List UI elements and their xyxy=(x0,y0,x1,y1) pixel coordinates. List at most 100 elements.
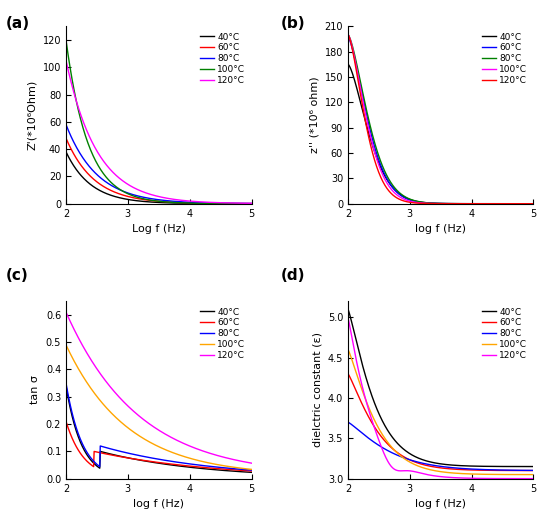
Line: 100°C: 100°C xyxy=(66,40,270,204)
120°C xyxy=(492,476,499,482)
Line: 60°C: 60°C xyxy=(348,37,550,204)
40°C xyxy=(87,181,94,188)
60°C xyxy=(191,200,197,206)
120°C xyxy=(426,472,432,478)
Y-axis label: dielctric constant (ε): dielctric constant (ε) xyxy=(312,332,322,448)
120°C xyxy=(369,150,376,156)
80°C xyxy=(144,195,150,201)
60°C xyxy=(191,463,197,470)
120°C xyxy=(473,475,480,481)
120°C xyxy=(63,309,69,315)
60°C xyxy=(129,195,136,201)
60°C xyxy=(144,197,150,203)
60°C xyxy=(129,456,136,462)
120°C xyxy=(493,476,499,482)
100°C xyxy=(129,193,136,199)
80°C xyxy=(426,461,432,468)
Line: 120°C: 120°C xyxy=(348,317,550,479)
40°C xyxy=(345,306,351,312)
40°C xyxy=(129,456,136,462)
120°C xyxy=(129,407,136,413)
120°C xyxy=(63,57,69,64)
60°C xyxy=(411,459,418,465)
80°C xyxy=(549,200,550,207)
60°C xyxy=(426,200,432,206)
Line: 120°C: 120°C xyxy=(348,35,550,204)
Line: 80°C: 80°C xyxy=(66,125,270,204)
100°C xyxy=(210,461,217,467)
100°C xyxy=(144,196,150,203)
120°C xyxy=(267,463,273,469)
80°C xyxy=(492,467,499,473)
120°C xyxy=(345,314,351,320)
100°C xyxy=(191,457,197,463)
80°C xyxy=(144,454,150,460)
120°C xyxy=(369,419,376,425)
40°C xyxy=(492,463,499,470)
40°C xyxy=(369,143,376,149)
60°C xyxy=(210,200,217,207)
60°C xyxy=(492,200,499,207)
100°C xyxy=(129,428,136,434)
Line: 100°C: 100°C xyxy=(348,350,550,474)
100°C xyxy=(267,200,273,207)
100°C xyxy=(549,200,550,207)
100°C xyxy=(345,32,351,38)
Line: 40°C: 40°C xyxy=(66,152,270,204)
120°C xyxy=(144,190,150,196)
40°C xyxy=(493,200,499,207)
60°C xyxy=(411,198,418,205)
60°C xyxy=(63,418,69,424)
120°C xyxy=(144,419,150,425)
120°C xyxy=(411,200,418,206)
120°C xyxy=(492,200,499,207)
100°C xyxy=(492,471,499,478)
80°C xyxy=(267,468,273,474)
80°C xyxy=(493,467,499,473)
Text: (c): (c) xyxy=(6,268,28,284)
X-axis label: Log f (Hz): Log f (Hz) xyxy=(132,224,186,234)
40°C xyxy=(210,200,217,207)
80°C xyxy=(473,466,480,472)
40°C xyxy=(492,200,499,207)
80°C xyxy=(210,200,217,206)
80°C xyxy=(211,200,218,206)
Text: (d): (d) xyxy=(280,268,305,284)
60°C xyxy=(211,465,218,471)
Text: (b): (b) xyxy=(280,16,305,31)
80°C xyxy=(63,122,69,128)
60°C xyxy=(492,467,499,473)
40°C xyxy=(87,457,94,463)
100°C xyxy=(493,200,499,207)
120°C xyxy=(267,200,273,207)
80°C xyxy=(345,419,351,426)
120°C xyxy=(87,356,94,362)
60°C xyxy=(211,200,218,207)
100°C xyxy=(144,437,150,443)
60°C xyxy=(87,461,94,468)
80°C xyxy=(473,200,480,207)
100°C xyxy=(549,471,550,478)
100°C xyxy=(492,200,499,207)
100°C xyxy=(87,385,94,391)
100°C xyxy=(473,200,480,207)
40°C xyxy=(144,198,150,205)
60°C xyxy=(345,371,351,377)
40°C xyxy=(493,463,499,470)
Legend: 40°C, 60°C, 80°C, 100°C, 120°C: 40°C, 60°C, 80°C, 100°C, 120°C xyxy=(480,306,529,361)
100°C xyxy=(63,37,69,43)
60°C xyxy=(63,135,69,141)
Line: 80°C: 80°C xyxy=(348,422,550,470)
120°C xyxy=(191,198,197,205)
Line: 40°C: 40°C xyxy=(348,309,550,467)
40°C xyxy=(473,200,480,207)
40°C xyxy=(549,200,550,207)
Line: 60°C: 60°C xyxy=(348,374,550,471)
100°C xyxy=(411,461,418,468)
Line: 80°C: 80°C xyxy=(66,383,270,471)
Legend: 40°C, 60°C, 80°C, 100°C, 120°C: 40°C, 60°C, 80°C, 100°C, 120°C xyxy=(198,31,247,87)
40°C xyxy=(267,200,273,207)
80°C xyxy=(493,200,499,207)
40°C xyxy=(473,463,480,469)
40°C xyxy=(63,383,69,389)
